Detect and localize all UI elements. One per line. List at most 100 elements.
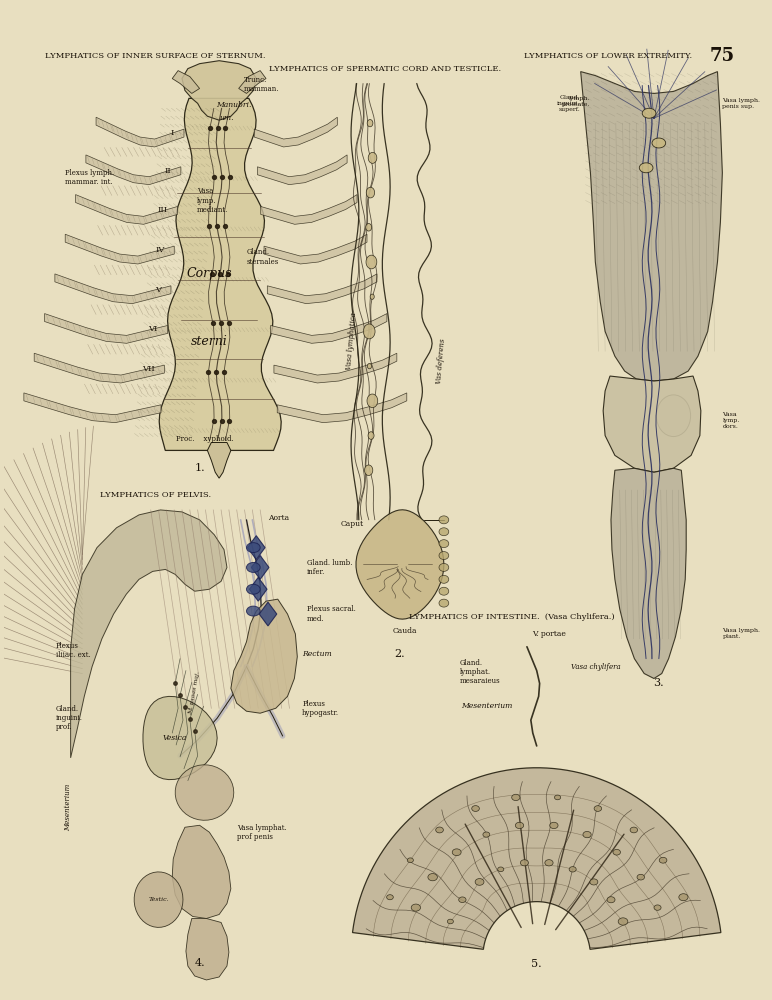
- Polygon shape: [267, 274, 377, 304]
- Text: III: III: [157, 206, 168, 214]
- Ellipse shape: [386, 894, 394, 900]
- Ellipse shape: [367, 394, 378, 408]
- Polygon shape: [277, 393, 407, 423]
- Polygon shape: [34, 353, 164, 383]
- Polygon shape: [208, 442, 231, 478]
- Text: 75: 75: [709, 47, 735, 65]
- Polygon shape: [143, 696, 217, 780]
- Ellipse shape: [659, 857, 668, 864]
- Polygon shape: [581, 72, 723, 381]
- Text: 3.: 3.: [654, 678, 664, 688]
- Text: Vesica: Vesica: [163, 734, 188, 742]
- Text: Mesenterium: Mesenterium: [462, 702, 513, 710]
- Text: Plexus lymph.
mammar. int.: Plexus lymph. mammar. int.: [65, 169, 114, 186]
- Text: Gland.
inguini.
superf.: Gland. inguini. superf.: [557, 95, 581, 112]
- Text: lymph.
prostate.: lymph. prostate.: [562, 96, 591, 107]
- Text: Vasa lymph.
plant.: Vasa lymph. plant.: [723, 628, 760, 639]
- Polygon shape: [45, 314, 168, 343]
- Ellipse shape: [447, 919, 454, 924]
- Polygon shape: [159, 98, 281, 450]
- Ellipse shape: [246, 543, 260, 553]
- Ellipse shape: [368, 152, 377, 163]
- Text: LYMPHATICS OF SPERMATIC CORD AND TESTICLE.: LYMPHATICS OF SPERMATIC CORD AND TESTICL…: [269, 65, 501, 73]
- Polygon shape: [239, 71, 266, 93]
- Text: Corpus: Corpus: [187, 267, 232, 280]
- Polygon shape: [65, 234, 174, 264]
- Text: 4.: 4.: [195, 958, 205, 968]
- Ellipse shape: [439, 552, 449, 560]
- Polygon shape: [252, 556, 269, 579]
- Ellipse shape: [439, 587, 449, 595]
- Ellipse shape: [642, 108, 656, 118]
- Ellipse shape: [554, 795, 561, 800]
- Ellipse shape: [483, 832, 489, 837]
- Ellipse shape: [636, 873, 645, 881]
- Ellipse shape: [458, 896, 467, 903]
- Polygon shape: [172, 71, 200, 93]
- Ellipse shape: [428, 874, 437, 880]
- Polygon shape: [172, 825, 231, 918]
- Ellipse shape: [436, 828, 442, 832]
- Text: Vasa chylifera: Vasa chylifera: [571, 663, 621, 671]
- Ellipse shape: [614, 850, 620, 855]
- Text: Gland.
sternales: Gland. sternales: [246, 248, 279, 266]
- Ellipse shape: [439, 516, 449, 524]
- Text: Vasa
lymp.
mediant.: Vasa lymp. mediant.: [197, 187, 228, 214]
- Ellipse shape: [583, 831, 591, 838]
- Ellipse shape: [594, 805, 602, 812]
- Ellipse shape: [476, 879, 483, 885]
- Polygon shape: [353, 768, 721, 949]
- Text: Vasa lymph.
penis sup.: Vasa lymph. penis sup.: [723, 98, 760, 109]
- Text: I: I: [171, 129, 174, 137]
- Polygon shape: [24, 393, 161, 423]
- Polygon shape: [264, 234, 367, 264]
- Text: Testic.: Testic.: [148, 897, 169, 902]
- Polygon shape: [259, 602, 277, 626]
- Text: 5.: 5.: [531, 959, 542, 969]
- Polygon shape: [182, 61, 256, 120]
- Ellipse shape: [439, 599, 449, 607]
- Text: um.: um.: [219, 114, 234, 122]
- Text: Rectum: Rectum: [302, 650, 332, 658]
- Text: Manubri.: Manubri.: [216, 101, 252, 109]
- Ellipse shape: [246, 606, 260, 616]
- Text: Plexus
hypogastr.: Plexus hypogastr.: [302, 700, 340, 717]
- Polygon shape: [271, 314, 387, 343]
- Ellipse shape: [607, 896, 615, 903]
- Text: LYMPHATICS OF LOWER EXTREMITY.: LYMPHATICS OF LOWER EXTREMITY.: [524, 52, 692, 60]
- Ellipse shape: [546, 860, 552, 865]
- Polygon shape: [175, 765, 234, 820]
- Text: Gland.
inguini.
prof.: Gland. inguini. prof.: [56, 705, 83, 731]
- Ellipse shape: [246, 584, 260, 594]
- Polygon shape: [96, 117, 184, 147]
- Ellipse shape: [654, 905, 662, 911]
- Ellipse shape: [513, 795, 519, 800]
- Text: VII: VII: [142, 365, 154, 373]
- Polygon shape: [134, 872, 183, 927]
- Ellipse shape: [366, 224, 371, 231]
- Text: Vasa
lymp.
dors.: Vasa lymp. dors.: [723, 412, 740, 429]
- Polygon shape: [70, 510, 227, 758]
- Polygon shape: [611, 468, 686, 679]
- Polygon shape: [248, 536, 265, 560]
- Polygon shape: [274, 353, 397, 383]
- Text: Vasa lymphat.
prof penis: Vasa lymphat. prof penis: [237, 824, 286, 841]
- Text: V. portae: V. portae: [532, 630, 566, 638]
- Ellipse shape: [412, 905, 419, 910]
- Text: Trunc.
mamman.: Trunc. mamman.: [243, 76, 279, 93]
- Text: M. psoas maj.: M. psoas maj.: [188, 671, 201, 715]
- Ellipse shape: [367, 363, 371, 369]
- Text: Vas deferens: Vas deferens: [435, 338, 447, 384]
- Polygon shape: [86, 155, 181, 185]
- Polygon shape: [186, 918, 229, 980]
- Ellipse shape: [631, 828, 637, 832]
- Ellipse shape: [453, 850, 460, 855]
- Text: IV: IV: [155, 246, 164, 254]
- Text: Mesenterium: Mesenterium: [63, 784, 72, 831]
- Polygon shape: [254, 117, 337, 147]
- Text: Cauda: Cauda: [392, 627, 417, 635]
- Text: 1.: 1.: [195, 463, 205, 473]
- Ellipse shape: [639, 163, 653, 173]
- Text: Gland.
lymphat.
mesaraieus: Gland. lymphat. mesaraieus: [459, 659, 500, 685]
- Text: 2.: 2.: [394, 649, 405, 659]
